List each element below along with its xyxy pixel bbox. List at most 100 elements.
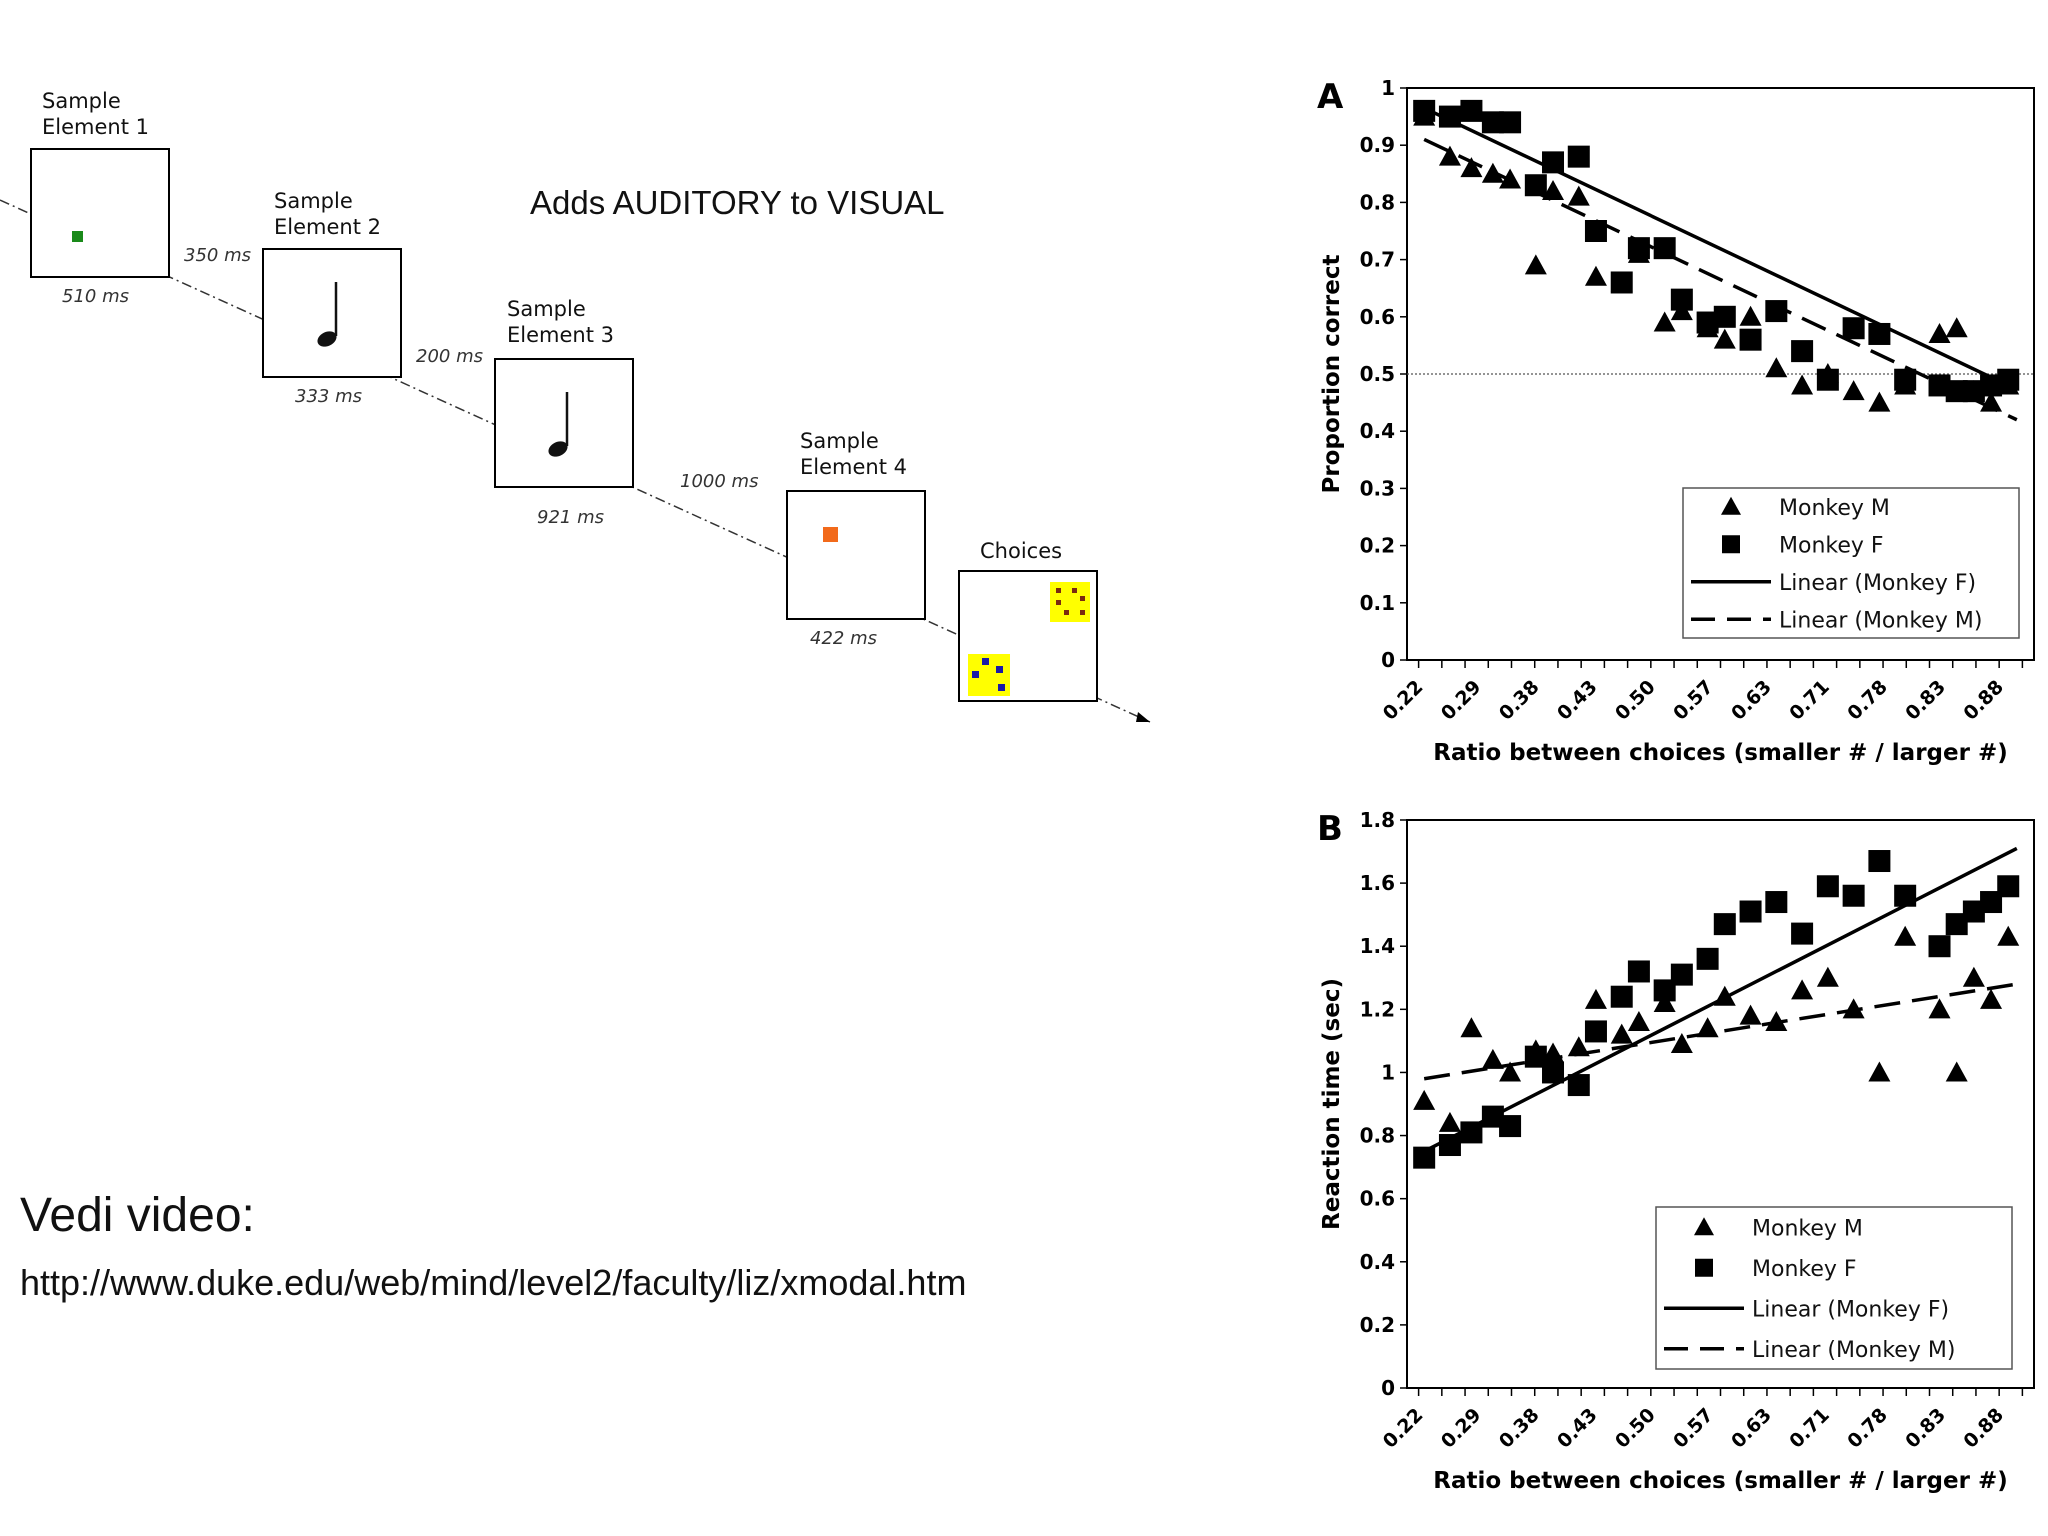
point-monkey-f [1713, 305, 1736, 328]
y-tick-label: 0.7 [1360, 248, 1395, 272]
point-monkey-m [1713, 328, 1736, 349]
y-tick-label: 1.8 [1360, 808, 1395, 832]
y-axis-label: Proportion correct [1319, 254, 1345, 493]
x-tick-label: 0.38 [1495, 1404, 1544, 1453]
point-monkey-f [1791, 340, 1814, 363]
point-monkey-m [1438, 145, 1461, 166]
point-monkey-m [1962, 966, 1985, 987]
point-monkey-m [1997, 925, 2020, 946]
x-tick-label: 0.63 [1727, 1404, 1776, 1453]
point-monkey-m [1842, 998, 1865, 1019]
green-square [72, 231, 83, 242]
x-tick-label: 0.83 [1901, 676, 1950, 725]
element-4-duration: 422 ms [810, 628, 877, 649]
point-monkey-m [1670, 1033, 1693, 1054]
chart-b: B00.20.40.60.811.21.41.61.80.22 0.29 0.38 0… [1317, 808, 2035, 1494]
point-monkey-m [1739, 1004, 1762, 1025]
point-monkey-f [1499, 111, 1522, 134]
y-tick-label: 0.5 [1360, 362, 1395, 386]
x-axis-label: Ratio between choices (smaller # / large… [1433, 1468, 2007, 1494]
point-monkey-f [1567, 1074, 1590, 1097]
element-1-duration: 510 ms [62, 286, 129, 307]
point-monkey-f [1413, 99, 1436, 122]
element-3-label: Sample Element 3 [507, 297, 614, 347]
video-url-link[interactable]: http://www.duke.edu/web/mind/level2/facu… [20, 1262, 967, 1303]
point-monkey-m [1791, 374, 1814, 395]
point-monkey-f [1765, 891, 1788, 914]
point-monkey-m [1868, 1061, 1891, 1082]
trend-line-monkey-m [1423, 982, 2018, 1081]
point-monkey-m [1653, 311, 1676, 332]
point-monkey-m [1894, 925, 1917, 946]
point-monkey-m [1791, 979, 1814, 1000]
point-monkey-f [1765, 300, 1788, 323]
orange-square [823, 527, 838, 542]
point-monkey-f [1653, 237, 1676, 260]
y-tick-label: 0.6 [1360, 305, 1395, 329]
legend-label: Monkey F [1779, 533, 1884, 558]
panel-label: B [1317, 809, 1343, 849]
legend-box [1655, 1206, 2013, 1370]
point-monkey-m [1945, 1061, 1968, 1082]
x-tick-label: 0.38 [1495, 676, 1544, 725]
point-monkey-f [1816, 368, 1839, 391]
point-monkey-f [1460, 99, 1483, 122]
point-monkey-m [1928, 998, 1951, 1019]
x-tick-label: 0.22 [1379, 1404, 1428, 1453]
x-axis-label: Ratio between choices (smaller # / large… [1433, 740, 2007, 766]
point-monkey-f [1842, 884, 1865, 907]
y-tick-label: 0.4 [1360, 419, 1395, 443]
interval-2: 200 ms [416, 346, 483, 367]
sample-element-4 [786, 490, 926, 620]
x-tick-label: 0.29 [1437, 1404, 1486, 1453]
point-monkey-f [1670, 288, 1693, 311]
point-monkey-m [1739, 305, 1762, 326]
choice-4-dots[interactable] [968, 654, 1010, 696]
x-tick-label: 0.22 [1379, 676, 1428, 725]
point-monkey-f [1524, 1045, 1547, 1068]
x-tick-label: 0.50 [1611, 1404, 1660, 1453]
point-monkey-m [1584, 265, 1607, 286]
x-tick-label: 0.78 [1843, 676, 1892, 725]
point-monkey-f [1481, 111, 1504, 134]
y-tick-label: 0.8 [1360, 1124, 1395, 1148]
y-tick-label: 0 [1381, 648, 1395, 672]
point-monkey-f [1791, 922, 1814, 945]
point-monkey-f [1627, 960, 1650, 983]
x-tick-label: 0.29 [1437, 676, 1486, 725]
x-tick-label: 0.71 [1785, 1404, 1834, 1453]
point-monkey-m [1460, 157, 1483, 178]
point-monkey-f [1739, 900, 1762, 923]
point-monkey-m [1816, 966, 1839, 987]
x-tick-label: 0.57 [1669, 676, 1718, 725]
point-monkey-m [1524, 254, 1547, 275]
point-monkey-m [1499, 1061, 1522, 1082]
point-monkey-m [1481, 1048, 1504, 1069]
choice-5-dots[interactable] [1050, 582, 1090, 622]
point-monkey-f [1894, 368, 1917, 391]
point-monkey-f [1997, 875, 2020, 898]
point-monkey-m [1460, 1017, 1483, 1038]
element-3-duration: 921 ms [537, 507, 604, 528]
point-monkey-f [1653, 979, 1676, 1002]
point-monkey-f [1739, 328, 1762, 351]
sample-element-2 [262, 248, 402, 378]
point-monkey-f [1842, 317, 1865, 340]
y-tick-label: 0.8 [1360, 190, 1395, 214]
point-monkey-f [1696, 947, 1719, 970]
chart-a: A00.10.20.30.40.50.60.70.80.910.22 0.29 0.… [1317, 76, 2035, 766]
point-monkey-f [1567, 145, 1590, 168]
point-monkey-f [1696, 311, 1719, 334]
video-title: Vedi video: [20, 1189, 255, 1242]
point-monkey-f [1610, 985, 1633, 1008]
y-tick-label: 1 [1381, 76, 1395, 100]
y-tick-label: 1.2 [1360, 997, 1395, 1021]
y-tick-label: 0 [1381, 1376, 1395, 1400]
point-monkey-f [1584, 1020, 1607, 1043]
point-monkey-m [1413, 1089, 1436, 1110]
timeline-arrowhead [1136, 712, 1150, 722]
legend: Monkey M Monkey F Linear (Monkey F) Linear … [1682, 487, 2020, 639]
point-monkey-f [1997, 368, 2020, 391]
point-monkey-f [1928, 935, 1951, 958]
legend-label: Linear (Monkey F) [1752, 1297, 1949, 1322]
